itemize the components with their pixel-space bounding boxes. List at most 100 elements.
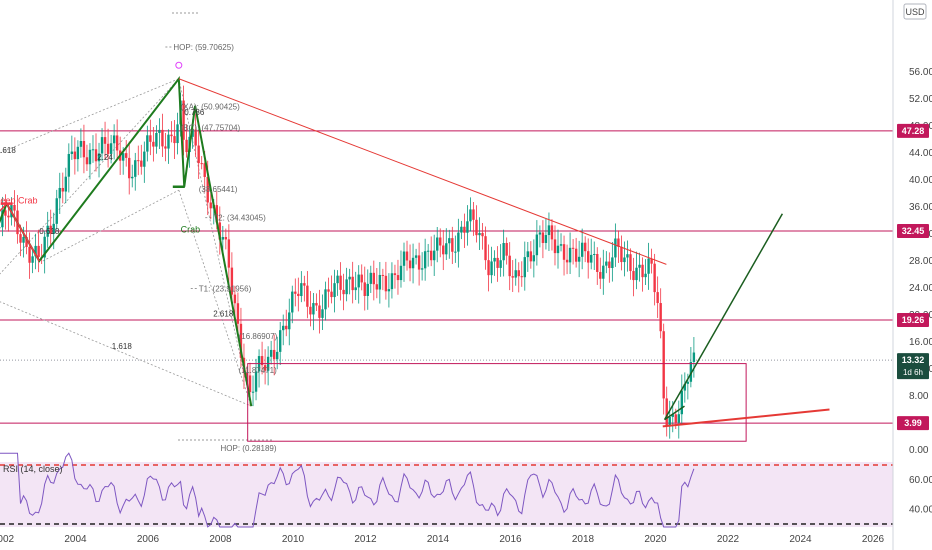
candle-body <box>103 137 107 144</box>
candle-body <box>76 146 80 160</box>
candle-body <box>647 258 650 274</box>
candle-body <box>433 250 436 261</box>
candle-body <box>454 251 457 253</box>
candle-body <box>614 238 617 258</box>
price-tick-label: 28.00 <box>909 256 932 267</box>
candle-body <box>345 279 348 295</box>
candle-body <box>665 398 668 426</box>
time-tick-label: 2002 <box>0 534 15 545</box>
time-tick-label: 2020 <box>644 534 667 545</box>
candle-body <box>115 135 119 151</box>
candle-body <box>556 245 560 254</box>
candle-body <box>134 160 137 177</box>
candle-body <box>73 151 77 160</box>
candle-body <box>221 237 225 240</box>
currency-badge[interactable] <box>903 3 927 20</box>
price-tick-label: 44.00 <box>909 148 932 159</box>
rsi-pane[interactable]: RSI (14, close) <box>0 452 893 528</box>
candle-body <box>263 365 267 371</box>
candle-body <box>617 238 620 247</box>
price-axis[interactable]: 56.0052.0048.0044.0040.0036.0032.0028.00… <box>892 0 932 550</box>
candle-body <box>387 289 391 292</box>
sun-icon <box>175 61 183 69</box>
candle-body <box>227 239 231 268</box>
level-tag <box>897 312 929 327</box>
candle-body <box>100 137 104 154</box>
candle-body <box>339 275 342 290</box>
candle-body <box>170 134 173 137</box>
candle-body <box>574 248 578 262</box>
candle-body <box>251 391 255 393</box>
candle-body <box>218 222 222 240</box>
candle-body <box>686 381 690 384</box>
candle-body <box>137 160 140 162</box>
pattern-guide-line <box>42 189 179 262</box>
current-timeframe-text: 1d 6h <box>903 368 923 377</box>
candle-body <box>58 187 61 199</box>
projection-line <box>663 213 784 420</box>
candle-body <box>577 256 581 262</box>
candle-body <box>671 414 674 417</box>
candle-body <box>245 372 249 376</box>
time-tick-label: 2010 <box>282 534 305 545</box>
candle-body <box>629 254 632 272</box>
candle-body <box>309 306 312 315</box>
time-axis[interactable]: 2002 2004 2006 2008 2010 2012 2014 2016 2018 2020… <box>0 534 885 545</box>
candle-body <box>215 205 218 223</box>
candle-body <box>593 253 596 255</box>
candle-body <box>538 232 542 235</box>
pattern-name-label: Crab <box>181 225 201 235</box>
level-tag-text: 19.26 <box>902 315 925 325</box>
candle-body <box>439 237 442 246</box>
price-tick-label: 24.00 <box>909 283 932 294</box>
candle-body <box>638 264 641 268</box>
candle-body <box>448 238 451 244</box>
candle-body <box>233 294 237 304</box>
candle-body <box>342 289 345 295</box>
candle-body <box>185 139 188 153</box>
candle-body <box>28 246 31 263</box>
candle-body <box>587 251 590 263</box>
candle-body <box>327 289 330 292</box>
candle-body <box>321 309 324 318</box>
candle-body <box>61 187 64 192</box>
time-tick-label: 2008 <box>209 534 232 545</box>
candle-body <box>429 250 433 261</box>
time-tick-label: 2012 <box>354 534 377 545</box>
candle-body <box>31 256 34 263</box>
candle-body <box>580 242 584 257</box>
candle-body <box>502 242 505 261</box>
candle-body <box>599 271 602 279</box>
harmonic-level-label: (XA): (50.90425) <box>181 102 240 111</box>
candle-body <box>315 303 318 306</box>
currency-label: USD <box>905 7 925 17</box>
time-tick-label: 2026 <box>862 534 885 545</box>
candle-body <box>88 149 92 165</box>
ratio-label: 1.618 <box>112 342 133 351</box>
candle-body <box>436 237 439 251</box>
ratio-label: 0.618 <box>39 227 60 236</box>
candle-body <box>662 331 665 399</box>
candle-body <box>562 244 566 260</box>
candle-body <box>568 247 572 263</box>
pattern-labels: HOP: (59.70625) (XA): (50.90425) (BC): (47… <box>0 43 278 453</box>
candle-body <box>481 232 484 237</box>
candle-body <box>22 236 25 243</box>
candle-body <box>623 257 626 263</box>
price-pane[interactable]: HOP: (59.70625) (XA): (50.90425) (BC): (47… <box>0 12 893 453</box>
candle-body <box>70 151 74 154</box>
candle-body <box>571 247 575 249</box>
candle-body <box>312 303 315 315</box>
candle-body <box>112 135 116 144</box>
candle-body <box>535 234 539 256</box>
candle-body <box>420 268 424 270</box>
candle-body <box>91 149 95 151</box>
rsi-tick-label: 40.00 <box>909 504 932 515</box>
pattern-guide-line <box>178 189 252 407</box>
pattern-name-label: Deep Crab <box>0 196 37 206</box>
candle-body <box>460 226 463 233</box>
candle-body <box>511 276 514 278</box>
candle-body <box>565 259 569 263</box>
candle-body <box>405 251 409 261</box>
